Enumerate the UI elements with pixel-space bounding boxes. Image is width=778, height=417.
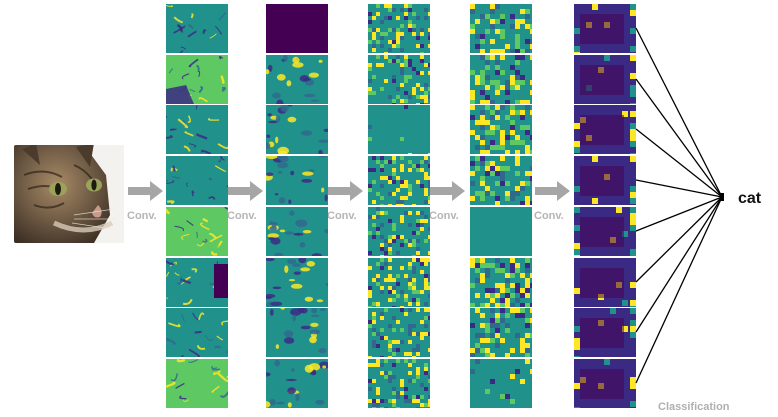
conv-label: Conv. xyxy=(327,210,357,222)
feature-map xyxy=(470,4,532,53)
feature-map xyxy=(266,207,328,256)
feature-map xyxy=(574,207,636,256)
feature-map xyxy=(368,258,430,307)
feature-map xyxy=(470,55,532,104)
feature-map xyxy=(266,105,328,154)
feature-map xyxy=(266,55,328,104)
right-arrow-icon xyxy=(328,180,364,202)
feature-map xyxy=(266,359,328,408)
feature-map xyxy=(470,359,532,408)
feature-map xyxy=(574,258,636,307)
feature-map xyxy=(368,4,430,53)
feature-map-column xyxy=(368,4,430,410)
feature-map-column xyxy=(266,4,328,410)
conv-label: Conv. xyxy=(534,210,564,222)
feature-map xyxy=(368,308,430,357)
feature-map xyxy=(166,156,228,205)
feature-map xyxy=(574,156,636,205)
classification-label: Classification xyxy=(658,401,730,413)
feature-map xyxy=(574,105,636,154)
feature-map-column xyxy=(166,4,228,410)
feature-map xyxy=(166,308,228,357)
feature-map xyxy=(266,258,328,307)
conv-label: Conv. xyxy=(127,210,157,222)
feature-map-column xyxy=(470,4,532,410)
input-cat-photo xyxy=(14,145,124,243)
feature-map xyxy=(166,55,228,104)
feature-map xyxy=(166,359,228,408)
feature-map xyxy=(266,4,328,53)
feature-map xyxy=(166,258,228,307)
conv-label: Conv. xyxy=(429,210,459,222)
feature-map xyxy=(574,4,636,53)
right-arrow-icon xyxy=(430,180,466,202)
feature-map xyxy=(470,258,532,307)
right-arrow-icon xyxy=(128,180,164,202)
feature-map xyxy=(368,156,430,205)
feature-map xyxy=(470,308,532,357)
feature-map xyxy=(266,156,328,205)
output-label: cat xyxy=(738,190,762,207)
feature-map xyxy=(166,105,228,154)
feature-map xyxy=(470,207,532,256)
feature-map xyxy=(368,207,430,256)
feature-map-column xyxy=(574,4,636,410)
conv-label: Conv. xyxy=(227,210,257,222)
feature-map xyxy=(574,55,636,104)
right-arrow-icon xyxy=(228,180,264,202)
feature-map xyxy=(470,156,532,205)
feature-map xyxy=(368,105,430,154)
feature-map xyxy=(574,359,636,408)
feature-map xyxy=(166,4,228,53)
feature-map xyxy=(166,207,228,256)
right-arrow-icon xyxy=(535,180,571,202)
feature-map xyxy=(574,308,636,357)
feature-map xyxy=(266,308,328,357)
feature-map xyxy=(368,55,430,104)
feature-map xyxy=(470,105,532,154)
feature-map xyxy=(368,359,430,408)
